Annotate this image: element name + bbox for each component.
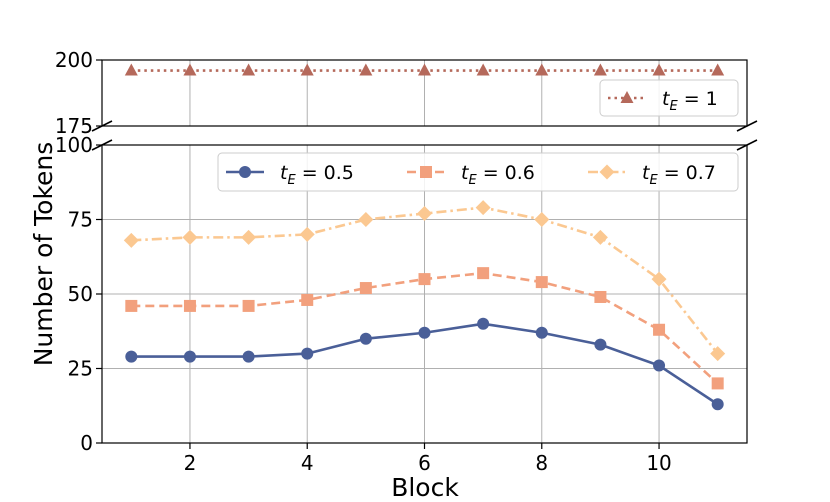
upper-panel-series-0-point — [183, 63, 197, 76]
lower-panel-y-tick-label: 0 — [80, 431, 93, 455]
x-tick-label: 2 — [184, 451, 197, 475]
upper-panel-frame — [101, 59, 748, 127]
tick-layer: 175 200 0 25 50 75 100 2 4 6 8 10 — [55, 48, 672, 475]
lower-legend-entry-1-label: tE = 0.6 — [461, 162, 535, 188]
upper-panel-series-0-point — [593, 63, 607, 76]
lower-panel-series-2-point — [358, 212, 374, 227]
lower-panel-series-2-point — [534, 212, 550, 227]
lower-panel-series-0-point — [359, 332, 372, 345]
lower-legend-entry-1-swatch-marker — [420, 166, 432, 178]
lower-legend-entry-2-swatch-marker — [599, 164, 615, 180]
lower-panel-series-1-point — [594, 290, 607, 303]
upper-panel-series-0-point — [711, 63, 725, 76]
y-axis-label: Number of Tokens — [29, 142, 58, 367]
lower-panel-series-2-point — [592, 229, 608, 245]
lower-panel-series-0-point — [535, 326, 548, 339]
x-axis-label: Block — [391, 473, 459, 498]
lower-panel-series-0-point — [125, 350, 138, 363]
upper-panel-series-0-point — [124, 63, 138, 76]
lower-panel-series-1-point — [183, 299, 196, 312]
lower-panel-series-1-point — [535, 276, 548, 289]
lower-panel-series-2-point — [299, 226, 315, 242]
lower-panel-series-1-point — [653, 323, 666, 336]
lower-panel-series-0-point — [301, 347, 314, 360]
lower-panel-series-2-point — [123, 232, 139, 248]
lower-panel-series-1-point — [418, 273, 431, 286]
x-tick-label: 4 — [301, 451, 314, 475]
lower-panel-series-2-point — [710, 346, 726, 362]
lower-legend-entry-0-label: tE = 0.5 — [280, 162, 354, 188]
upper-panel-y-tick-label: 200 — [55, 48, 93, 72]
upper-panel-series-0-point — [535, 63, 549, 76]
axis-break-mark — [736, 139, 758, 151]
upper-legend-box — [599, 79, 739, 117]
upper-panel-series-0-point — [476, 63, 490, 76]
x-tick-label: 10 — [646, 451, 671, 475]
lower-panel-series-2-point — [651, 271, 667, 287]
upper-panel-series-0-point — [652, 63, 666, 76]
lower-panel-series-0-point — [477, 317, 490, 330]
upper-panel-series-0-point — [300, 63, 314, 76]
lower-panel-series-1-point — [359, 282, 372, 295]
lower-legend-entry-0-swatch-marker — [239, 166, 251, 178]
legend-layer: tE = 1 tE = 0.5 tE = 0.6 tE = 0.7 — [217, 79, 739, 192]
grid-layer — [102, 59, 747, 444]
upper-panel-series-0-point — [418, 63, 431, 76]
lower-panel-series-2-point — [182, 229, 198, 245]
lower-panel-series-1-point — [125, 299, 138, 312]
lower-panel-series-0-point — [653, 359, 666, 372]
series-layer — [123, 63, 726, 411]
axis-break-mark — [736, 120, 758, 132]
lower-panel-series-1-point — [242, 299, 255, 312]
lower-legend-entry-2-label: tE = 0.7 — [642, 162, 716, 188]
lower-legend-box — [217, 152, 739, 192]
lower-panel-y-tick-label: 75 — [68, 208, 93, 232]
lower-panel-y-tick-label: 100 — [55, 133, 93, 157]
lower-panel-series-1-point — [477, 267, 490, 280]
lower-panel-series-2-point — [475, 200, 491, 216]
upper-legend-entry-label: tE = 1 — [662, 88, 718, 114]
x-tick-label: 6 — [418, 451, 431, 475]
lower-panel-series-0-point — [594, 338, 607, 351]
lower-panel-series-0-point — [183, 350, 196, 363]
upper-panel-series-0-point — [359, 63, 373, 76]
lower-panel-series-0-point — [711, 398, 724, 411]
lower-panel-series-1-point — [301, 293, 314, 306]
lower-panel-y-tick-label: 25 — [68, 357, 93, 381]
lower-panel-series-1-point — [711, 377, 724, 390]
lower-panel-series-0-point — [418, 326, 431, 339]
upper-panel-y-tick-label: 175 — [55, 114, 93, 138]
lower-panel-series-2-point — [241, 229, 257, 245]
x-tick-label: 8 — [535, 451, 548, 475]
upper-legend-entry-swatch-marker — [620, 91, 634, 103]
upper-panel-series-0-point — [242, 63, 256, 76]
lower-panel-series-0-point — [242, 350, 255, 363]
lower-panel-series-2-point — [417, 206, 432, 222]
lower-panel-y-tick-label: 50 — [68, 282, 93, 306]
